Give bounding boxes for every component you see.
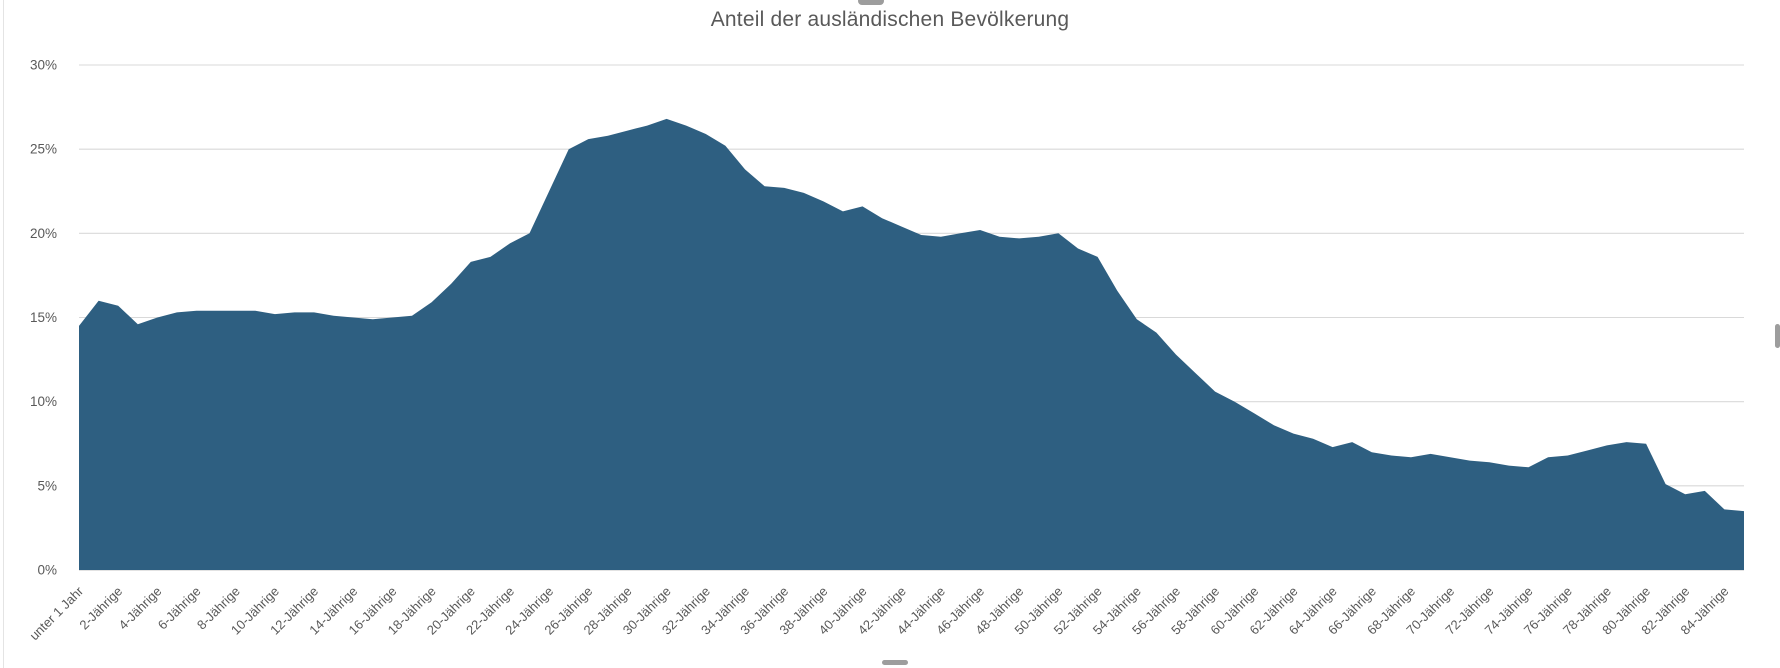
y-axis-tick-label: 20%	[30, 226, 57, 241]
x-axis-tick-label: unter 1 Jahr	[26, 583, 86, 643]
y-axis-tick-label: 0%	[37, 563, 57, 578]
selection-handle-bottom[interactable]	[882, 660, 908, 665]
selection-handle-right[interactable]	[1775, 324, 1780, 348]
area-series[interactable]	[79, 118, 1744, 571]
y-axis-tick-label: 30%	[30, 58, 57, 73]
chart-title[interactable]: Anteil der ausländischen Bevölkerung	[710, 8, 1070, 31]
y-axis-tick-label: 10%	[30, 394, 57, 409]
y-axis-tick-label: 25%	[30, 142, 57, 157]
selection-handle-top[interactable]	[858, 0, 884, 5]
chart-left-border	[3, 0, 4, 668]
y-axis-tick-label: 15%	[30, 310, 57, 325]
y-axis-tick-label: 5%	[37, 478, 57, 493]
